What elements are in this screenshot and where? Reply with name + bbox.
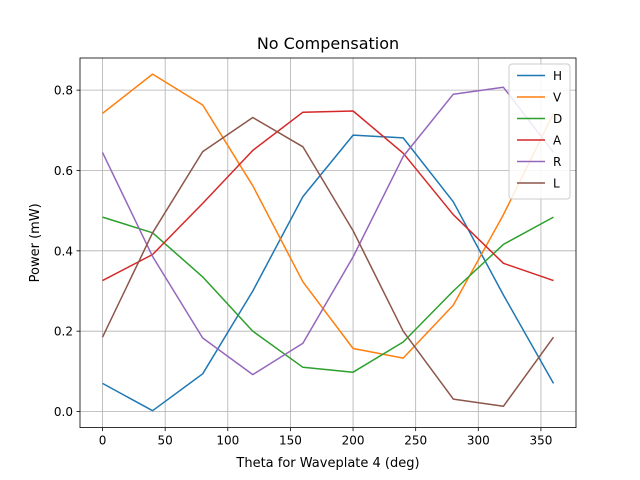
series-line-r [101, 86, 555, 376]
y-axis-label: Power (mW) [28, 203, 43, 282]
y-tick-label: 0.8 [54, 84, 73, 98]
x-tick-label: 150 [279, 434, 302, 448]
legend-label-a: A [553, 134, 562, 148]
x-tick-label: 50 [158, 434, 173, 448]
x-tick-label: 100 [216, 434, 239, 448]
x-tick-label: 0 [99, 434, 107, 448]
legend-label-v: V [553, 91, 562, 105]
legend-label-d: D [553, 112, 562, 126]
y-tick-label: 0.4 [54, 244, 73, 258]
plot-frame [79, 57, 577, 429]
series-line-a [102, 110, 554, 282]
legend-label-r: R [553, 155, 561, 169]
x-tick-label: 200 [342, 434, 365, 448]
series-layer [101, 73, 555, 412]
chart-title: No Compensation [257, 34, 399, 53]
series-line-v [102, 73, 555, 359]
y-tick-label: 0.6 [54, 164, 73, 178]
series-line-l [101, 116, 555, 408]
y-tick-label: 0.0 [54, 405, 73, 419]
legend-label-h: H [553, 69, 562, 83]
y-tick-label: 0.2 [54, 325, 73, 339]
x-axis-label: Theta for Waveplate 4 (deg) [235, 456, 419, 471]
series-line-h [102, 134, 555, 412]
axis-ticks: 0 50 100 150 200 250 300 350 0.0 0.2 0.4 0.6 0.8 [54, 84, 552, 448]
legend-frame [508, 63, 571, 200]
x-tick-label: 250 [404, 434, 427, 448]
x-tick-label: 300 [467, 434, 490, 448]
series-line-d [102, 216, 554, 373]
x-tick-label: 350 [529, 434, 552, 448]
legend-label-l: L [553, 177, 560, 191]
plot-area [80, 58, 576, 428]
